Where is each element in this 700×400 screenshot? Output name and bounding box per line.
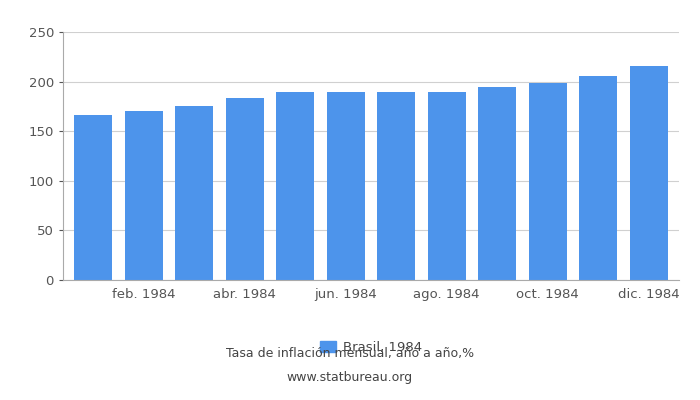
Bar	[428, 92, 466, 280]
Bar	[630, 66, 668, 280]
Bar	[478, 86, 516, 280]
Text: www.statbureau.org: www.statbureau.org	[287, 372, 413, 384]
Legend: Brasil, 1984: Brasil, 1984	[320, 341, 422, 354]
Bar	[125, 111, 162, 280]
Bar	[74, 115, 112, 280]
Text: Tasa de inflación mensual, año a año,%: Tasa de inflación mensual, año a año,%	[226, 348, 474, 360]
Bar	[528, 82, 567, 280]
Bar	[226, 98, 264, 280]
Bar	[580, 76, 617, 280]
Bar	[276, 92, 314, 280]
Bar	[327, 92, 365, 280]
Bar	[175, 106, 214, 280]
Bar	[377, 92, 415, 280]
